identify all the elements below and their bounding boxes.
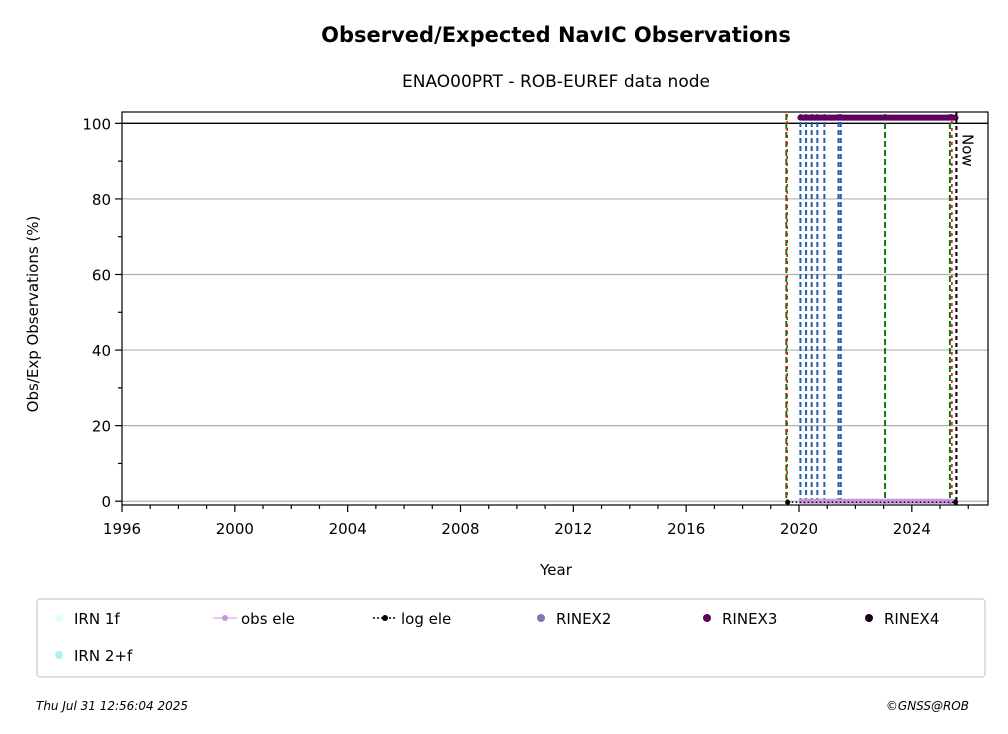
legend-marker-irn-2-f	[55, 651, 63, 659]
legend-label-rinex4: RINEX4	[884, 610, 939, 628]
x-tick-label: 2000	[216, 520, 254, 538]
grid-lines	[122, 122, 988, 502]
legend-marker-rinex4	[865, 614, 873, 622]
y-tick-label: 80	[92, 191, 111, 209]
x-tick-label: 2004	[329, 520, 367, 538]
footer-timestamp: Thu Jul 31 12:56:04 2025	[36, 699, 188, 713]
y-tick-label: 0	[101, 493, 111, 511]
legend-marker-irn-1f	[55, 614, 63, 622]
axis-ticks: 1996 2000 2004 2008 2012 2016 2020 2024 0 20 40 60 8…	[82, 115, 969, 538]
log-ele-point	[785, 499, 791, 505]
legend-marker-obs-ele-dot	[222, 615, 228, 621]
chart-subtitle: ENAO00PRT - ROB-EUREF data node	[402, 72, 710, 92]
chart-marks: Now	[122, 112, 988, 505]
y-axis-label: Obs/Exp Observations (%)	[24, 216, 42, 413]
x-tick-label: 2012	[554, 520, 592, 538]
x-tick-label: 2024	[893, 520, 931, 538]
legend-label-rinex2: RINEX2	[556, 610, 611, 628]
legend: IRN 1f obs ele log ele RINEX2 RINEX3 RINEX4 IR…	[36, 598, 986, 678]
y-tick-label: 20	[92, 418, 111, 436]
x-tick-label: 1996	[103, 520, 141, 538]
legend-frame	[36, 598, 986, 678]
legend-marker-rinex2	[537, 614, 545, 622]
y-tick-label: 60	[92, 266, 111, 284]
legend-marker-log-ele-dot	[382, 615, 388, 621]
legend-label-irn-1f: IRN 1f	[74, 610, 120, 628]
now-label: Now	[958, 134, 976, 167]
footer-credit: ©GNSS@ROB	[886, 699, 969, 713]
legend-label-obs-ele: obs ele	[241, 610, 295, 628]
x-tick-label: 2008	[441, 520, 479, 538]
x-tick-label: 2016	[667, 520, 705, 538]
x-tick-label: 2020	[780, 520, 818, 538]
y-tick-label: 100	[82, 115, 111, 133]
legend-label-irn-2-f: IRN 2+f	[74, 647, 133, 665]
legend-label-log-ele: log ele	[401, 610, 451, 628]
plot-frame	[121, 111, 989, 506]
y-tick-label: 40	[92, 342, 111, 360]
x-axis-label: Year	[539, 561, 573, 579]
legend-label-rinex3: RINEX3	[722, 610, 777, 628]
legend-marker-rinex3	[703, 614, 711, 622]
chart-title: Observed/Expected NavIC Observations	[321, 23, 791, 47]
